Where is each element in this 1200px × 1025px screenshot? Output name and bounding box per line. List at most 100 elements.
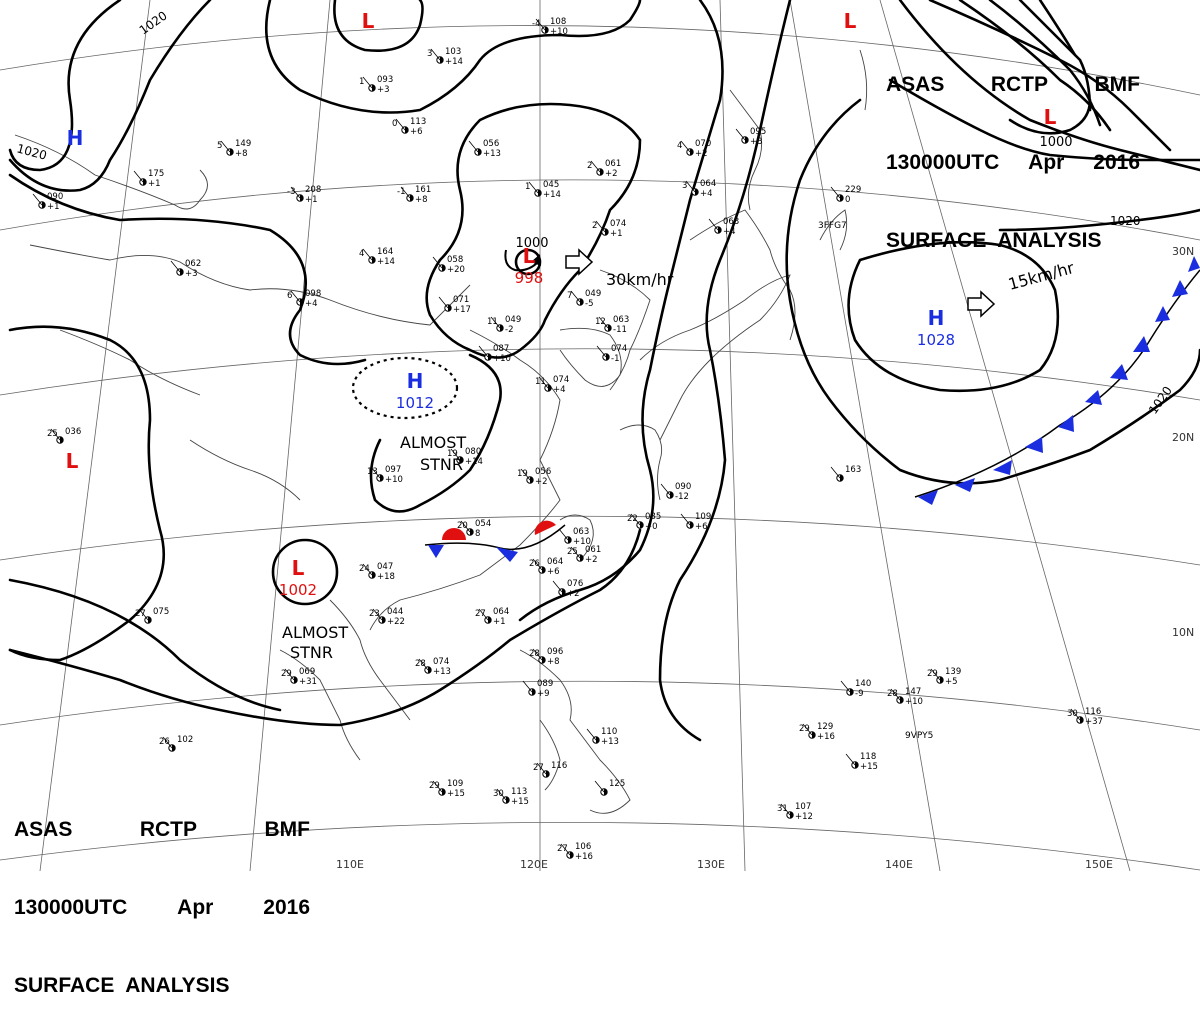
cloud-cover bbox=[143, 179, 146, 185]
station-tendency: +0 bbox=[645, 522, 658, 532]
station-tendency: +3 bbox=[750, 137, 763, 147]
station-temperature: 13 bbox=[367, 467, 378, 477]
station-pressure: 147 bbox=[905, 687, 921, 697]
isobar-label: 1020 bbox=[1110, 214, 1141, 228]
cloud-cover bbox=[372, 257, 375, 263]
station-pressure: 045 bbox=[543, 180, 559, 190]
station-plot: 090-12 bbox=[660, 482, 691, 502]
station-pressure: 085 bbox=[645, 512, 661, 522]
wind-barb bbox=[162, 736, 173, 749]
wind-barb bbox=[560, 843, 571, 856]
station-tendency: +2 bbox=[605, 169, 618, 179]
wind-barb bbox=[558, 528, 569, 541]
wind-barb bbox=[133, 170, 144, 183]
lon-label: 130E bbox=[697, 858, 725, 871]
station-plot: 110+13 bbox=[586, 727, 619, 747]
station-pressure: 090 bbox=[675, 482, 691, 492]
station-temperature: 27 bbox=[557, 844, 568, 854]
cloud-cover bbox=[695, 189, 698, 195]
wind-barb bbox=[845, 753, 856, 766]
header-title: SURFACE ANALYSIS bbox=[886, 229, 1102, 252]
wind-barb bbox=[372, 608, 383, 621]
cloud-cover bbox=[372, 572, 375, 578]
station-plot: 113 0 +6 bbox=[392, 117, 426, 137]
wind-barb bbox=[535, 18, 546, 31]
station-pressure: 061 bbox=[585, 545, 601, 555]
station-plot: 106 27 +16 bbox=[557, 842, 593, 862]
header-agency: ASAS bbox=[14, 818, 73, 841]
station-tendency: -9 bbox=[855, 689, 863, 699]
wind-barb bbox=[552, 580, 563, 593]
cloud-cover bbox=[670, 492, 673, 498]
station-plot: 047 24 +18 bbox=[359, 562, 395, 582]
station-plot: 108 -4 +10 bbox=[532, 17, 568, 37]
station-temperature: 6 bbox=[287, 291, 292, 301]
station-pressure: 097 bbox=[385, 465, 401, 475]
station-tendency: +37 bbox=[1085, 717, 1103, 727]
station-tendency: +15 bbox=[447, 789, 465, 799]
lat-label: 30N bbox=[1172, 245, 1194, 258]
wind-barb bbox=[590, 160, 601, 173]
wind-barb bbox=[660, 483, 671, 496]
cyclone-arrowhead bbox=[531, 254, 541, 266]
station-plot: 070 4 +2 bbox=[677, 139, 711, 159]
station-pressure: 118 bbox=[860, 752, 876, 762]
station-plot: 075 27 bbox=[135, 607, 169, 624]
chart-header-bottom: ASAS RCTP BMF 130000UTC Apr 2016 SURFACE ANA… bbox=[14, 765, 310, 1025]
cloud-cover bbox=[850, 689, 853, 695]
cloud-cover bbox=[545, 27, 548, 33]
wind-barb bbox=[362, 248, 373, 261]
station-pressure: 125 bbox=[609, 779, 625, 789]
wind-barb bbox=[538, 376, 549, 389]
station-pressure: 069 bbox=[299, 667, 315, 677]
station-temperature: 19 bbox=[517, 469, 528, 479]
station-temperature: 20 bbox=[457, 521, 468, 531]
wind-barb bbox=[438, 296, 449, 309]
wind-barb bbox=[570, 290, 581, 303]
station-plot: 056+13 bbox=[468, 139, 501, 159]
pressure-value: 1000 bbox=[1039, 135, 1072, 150]
station-tendency: +8 bbox=[235, 149, 248, 159]
station-pressure: 113 bbox=[410, 117, 426, 127]
station-pressure: 047 bbox=[377, 562, 393, 572]
cloud-cover bbox=[855, 762, 858, 768]
cloud-cover bbox=[300, 299, 303, 305]
almost-stnr-note-2-line2: STNR bbox=[290, 643, 333, 662]
station-pressure: 062 bbox=[185, 259, 201, 269]
station-plot: 045 1 +14 bbox=[525, 180, 561, 200]
station-tendency: +8 bbox=[547, 657, 560, 667]
header-agency: ASAS bbox=[886, 73, 945, 96]
station-tendency: +16 bbox=[817, 732, 835, 742]
cloud-cover bbox=[690, 149, 693, 155]
isobar-label: 1000 bbox=[515, 236, 548, 251]
station-plot: 140-9 bbox=[840, 679, 871, 699]
station-plot: 118+15 bbox=[845, 752, 878, 772]
station-temperature: 27 bbox=[533, 763, 544, 773]
wind-barb bbox=[598, 316, 609, 329]
cyclone-arrow bbox=[504, 249, 539, 272]
station-plot: 085 22 +0 bbox=[627, 512, 661, 532]
station-plot: 149 5 +8 bbox=[217, 139, 251, 159]
station-tendency: -12 bbox=[675, 492, 689, 502]
station-temperature: 2 bbox=[587, 161, 592, 171]
station-plot: 163 bbox=[830, 465, 861, 482]
wind-barb bbox=[594, 780, 605, 793]
station-temperature: 22 bbox=[627, 514, 638, 524]
low-pressure-marker: L bbox=[66, 449, 79, 473]
cloud-cover bbox=[596, 737, 599, 743]
station-temperature: 12 bbox=[595, 317, 606, 327]
station-pressure: 110 bbox=[601, 727, 617, 737]
station-tendency: +13 bbox=[433, 667, 451, 677]
cloud-cover bbox=[470, 529, 473, 535]
station-pressure: 054 bbox=[475, 519, 491, 529]
station-temperature: 28 bbox=[887, 689, 898, 699]
station-temperature: 28 bbox=[415, 659, 426, 669]
cloud-cover bbox=[442, 789, 445, 795]
station-tendency: -11 bbox=[613, 325, 627, 335]
pressure-value: 1012 bbox=[396, 394, 434, 412]
station-plot: 139 29 +5 bbox=[927, 667, 961, 687]
cloud-cover bbox=[500, 325, 503, 331]
cloud-cover bbox=[745, 137, 748, 143]
wind-barb bbox=[570, 546, 581, 559]
